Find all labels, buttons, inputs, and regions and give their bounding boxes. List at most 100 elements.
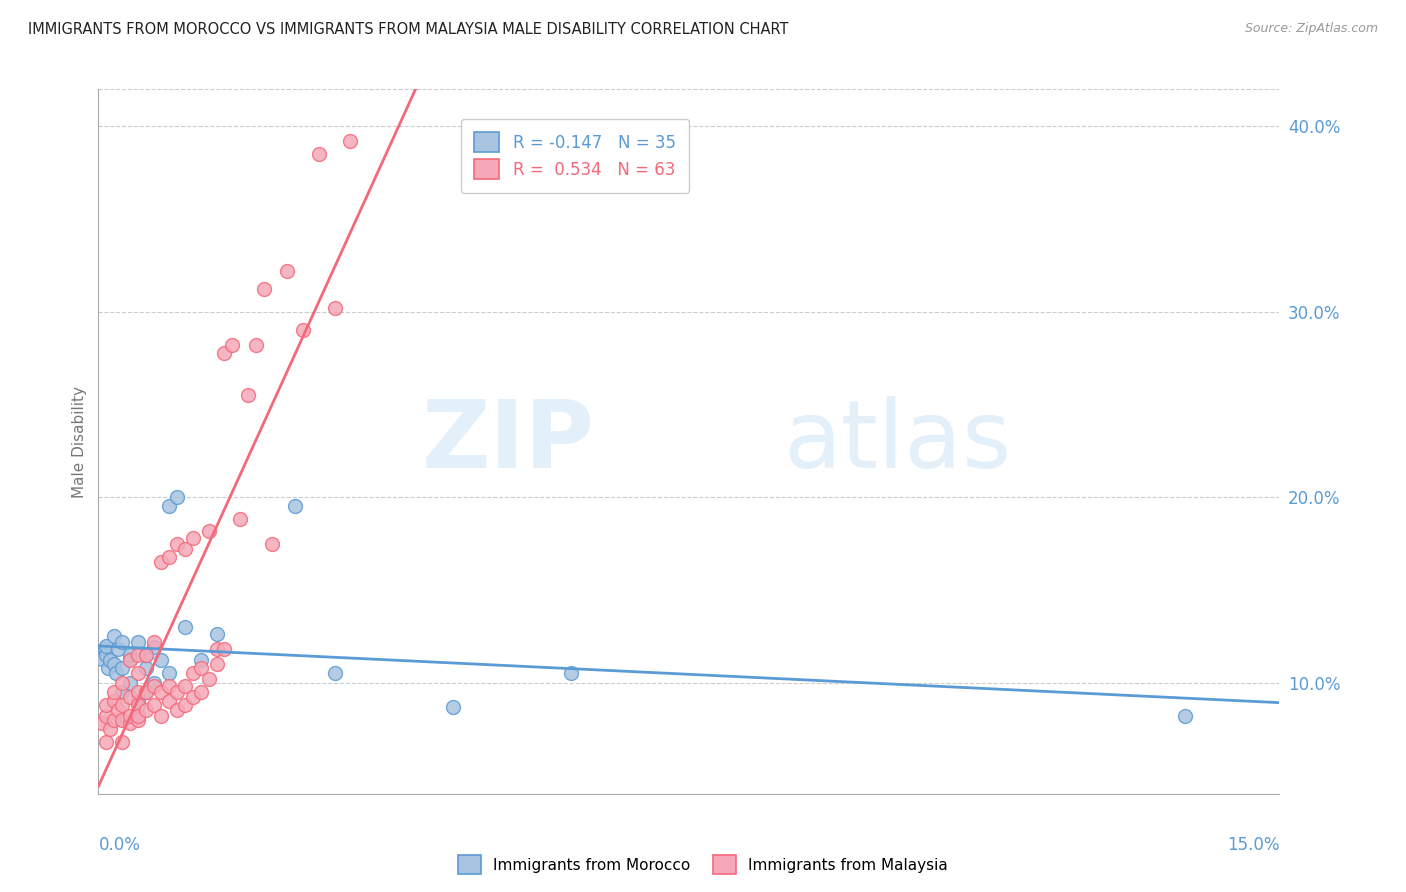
Point (150, 653, 173, 667)
Point (166, 685, 188, 699)
Point (111, 698, 134, 712)
Point (111, 675, 134, 690)
Point (97, 661, 120, 675)
Point (205, 642, 228, 657)
Point (157, 679, 180, 693)
Point (98, 722, 121, 736)
Point (103, 685, 125, 699)
Point (96, 698, 118, 712)
Point (135, 685, 157, 699)
Point (135, 703, 157, 717)
Point (181, 666, 204, 681)
Legend: R = -0.147   N = 35, R =  0.534   N = 63: R = -0.147 N = 35, R = 0.534 N = 63 (461, 119, 689, 193)
Point (127, 709, 149, 723)
Point (96, 648, 118, 662)
Point (181, 531, 204, 545)
Point (284, 500, 307, 514)
Point (104, 666, 127, 681)
Point (91, 716, 114, 731)
Point (245, 338, 267, 352)
Point (111, 661, 134, 675)
Point (174, 620, 197, 634)
Point (150, 555, 173, 569)
Point (142, 640, 165, 655)
Point (157, 549, 180, 564)
Point (111, 713, 134, 727)
Point (205, 627, 228, 641)
Text: ZIP: ZIP (422, 395, 595, 488)
Point (127, 694, 149, 708)
Text: IMMIGRANTS FROM MOROCCO VS IMMIGRANTS FROM MALAYSIA MALE DISABILITY CORRELATION : IMMIGRANTS FROM MOROCCO VS IMMIGRANTS FR… (28, 22, 789, 37)
Point (118, 716, 141, 731)
Point (118, 648, 141, 662)
Point (166, 490, 188, 504)
Point (135, 661, 157, 675)
Point (135, 648, 157, 662)
Point (323, 301, 346, 315)
Point (111, 735, 134, 749)
Point (103, 713, 125, 727)
Point (190, 661, 212, 675)
Point (127, 713, 149, 727)
Point (96, 639, 118, 653)
Point (276, 264, 298, 278)
Point (135, 685, 157, 699)
Point (127, 698, 149, 712)
Point (221, 338, 243, 352)
Legend: Immigrants from Morocco, Immigrants from Malaysia: Immigrants from Morocco, Immigrants from… (451, 849, 955, 880)
Point (127, 648, 149, 662)
Point (190, 685, 212, 699)
Point (174, 698, 197, 712)
Point (98, 653, 121, 667)
Point (91, 651, 114, 665)
Point (181, 690, 204, 705)
Point (118, 690, 141, 705)
Point (292, 323, 315, 337)
Point (229, 512, 252, 526)
Point (103, 657, 125, 671)
Point (142, 675, 165, 690)
Point (190, 653, 212, 667)
Point (197, 672, 219, 686)
Point (127, 666, 149, 681)
Text: 0.0%: 0.0% (98, 836, 141, 855)
Point (166, 536, 188, 550)
Point (127, 635, 149, 649)
Point (157, 694, 180, 708)
Point (93, 642, 115, 657)
Point (308, 147, 330, 161)
Point (236, 388, 259, 402)
Point (205, 657, 228, 671)
Point (127, 685, 149, 699)
Point (111, 685, 134, 699)
Point (96, 735, 118, 749)
Point (1174, 709, 1197, 723)
Point (157, 500, 180, 514)
Point (96, 709, 118, 723)
Point (142, 698, 165, 712)
Point (107, 642, 129, 657)
Point (142, 679, 165, 693)
Point (103, 629, 125, 643)
Point (103, 694, 125, 708)
Y-axis label: Male Disability: Male Disability (72, 385, 87, 498)
Point (111, 635, 134, 649)
Text: atlas: atlas (783, 395, 1012, 488)
Point (150, 685, 173, 699)
Point (260, 536, 283, 550)
Point (118, 675, 141, 690)
Point (107, 703, 129, 717)
Point (174, 679, 197, 693)
Point (253, 283, 276, 297)
Point (142, 635, 165, 649)
Point (118, 651, 141, 665)
Point (118, 709, 141, 723)
Point (118, 653, 141, 667)
Point (560, 666, 582, 681)
Text: Source: ZipAtlas.com: Source: ZipAtlas.com (1244, 22, 1378, 36)
Text: 15.0%: 15.0% (1227, 836, 1279, 855)
Point (150, 709, 173, 723)
Point (157, 666, 180, 681)
Point (214, 642, 236, 657)
Point (135, 648, 157, 662)
